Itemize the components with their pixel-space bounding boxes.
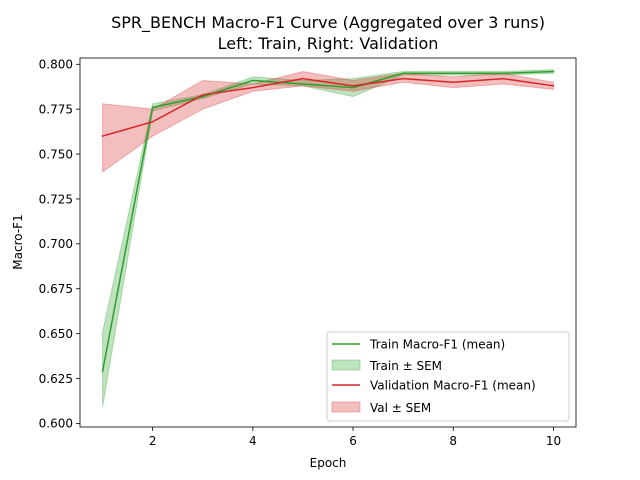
x-tick-label: 8 [449, 434, 457, 448]
y-tick-label: 0.675 [39, 282, 73, 296]
legend-frame [326, 331, 570, 422]
x-tick-label: 2 [149, 434, 157, 448]
plot-frame [79, 57, 577, 428]
chart-title-line2: Left: Train, Right: Validation [218, 34, 439, 53]
chart-title-line1: SPR_BENCH Macro-F1 Curve (Aggregated ove… [111, 13, 545, 33]
sem-bands [102, 69, 554, 408]
legend: Train Macro-F1 (mean) Train ± SEM Valida… [326, 331, 570, 422]
series-line-train [101, 70, 555, 373]
sem-band-val [102, 70, 554, 173]
y-axis-label: Macro-F1 [11, 214, 25, 269]
y-tick-label: 0.600 [39, 417, 73, 431]
x-axis-ticks: 2 4 6 8 10 [149, 427, 561, 448]
sem-band-train [102, 69, 554, 408]
y-tick-label: 0.775 [39, 102, 73, 116]
y-tick-label: 0.650 [39, 327, 73, 341]
series-line-val [101, 77, 555, 138]
y-axis-ticks: 0.600 0.625 0.650 0.675 0.700 0.725 0.750 0.775… [39, 58, 80, 431]
legend-val-line-label: Validation Macro-F1 (mean) [370, 379, 536, 393]
y-tick-label: 0.750 [39, 147, 73, 161]
x-tick-label: 10 [546, 434, 561, 448]
legend-val-band-label: Val ± SEM [370, 401, 431, 415]
y-tick-label: 0.700 [39, 237, 73, 251]
legend-train-line-label: Train Macro-F1 (mean) [369, 338, 505, 352]
x-axis-label: Epoch [310, 456, 347, 470]
x-tick-label: 6 [349, 434, 357, 448]
y-tick-label: 0.725 [39, 192, 73, 206]
legend-train-band-swatch [331, 359, 361, 371]
legend-train-band-label: Train ± SEM [369, 359, 442, 373]
series-lines [101, 70, 555, 373]
legend-val-band-swatch [331, 401, 361, 413]
y-tick-label: 0.800 [39, 58, 73, 72]
x-tick-label: 4 [249, 434, 257, 448]
y-tick-label: 0.625 [39, 372, 73, 386]
